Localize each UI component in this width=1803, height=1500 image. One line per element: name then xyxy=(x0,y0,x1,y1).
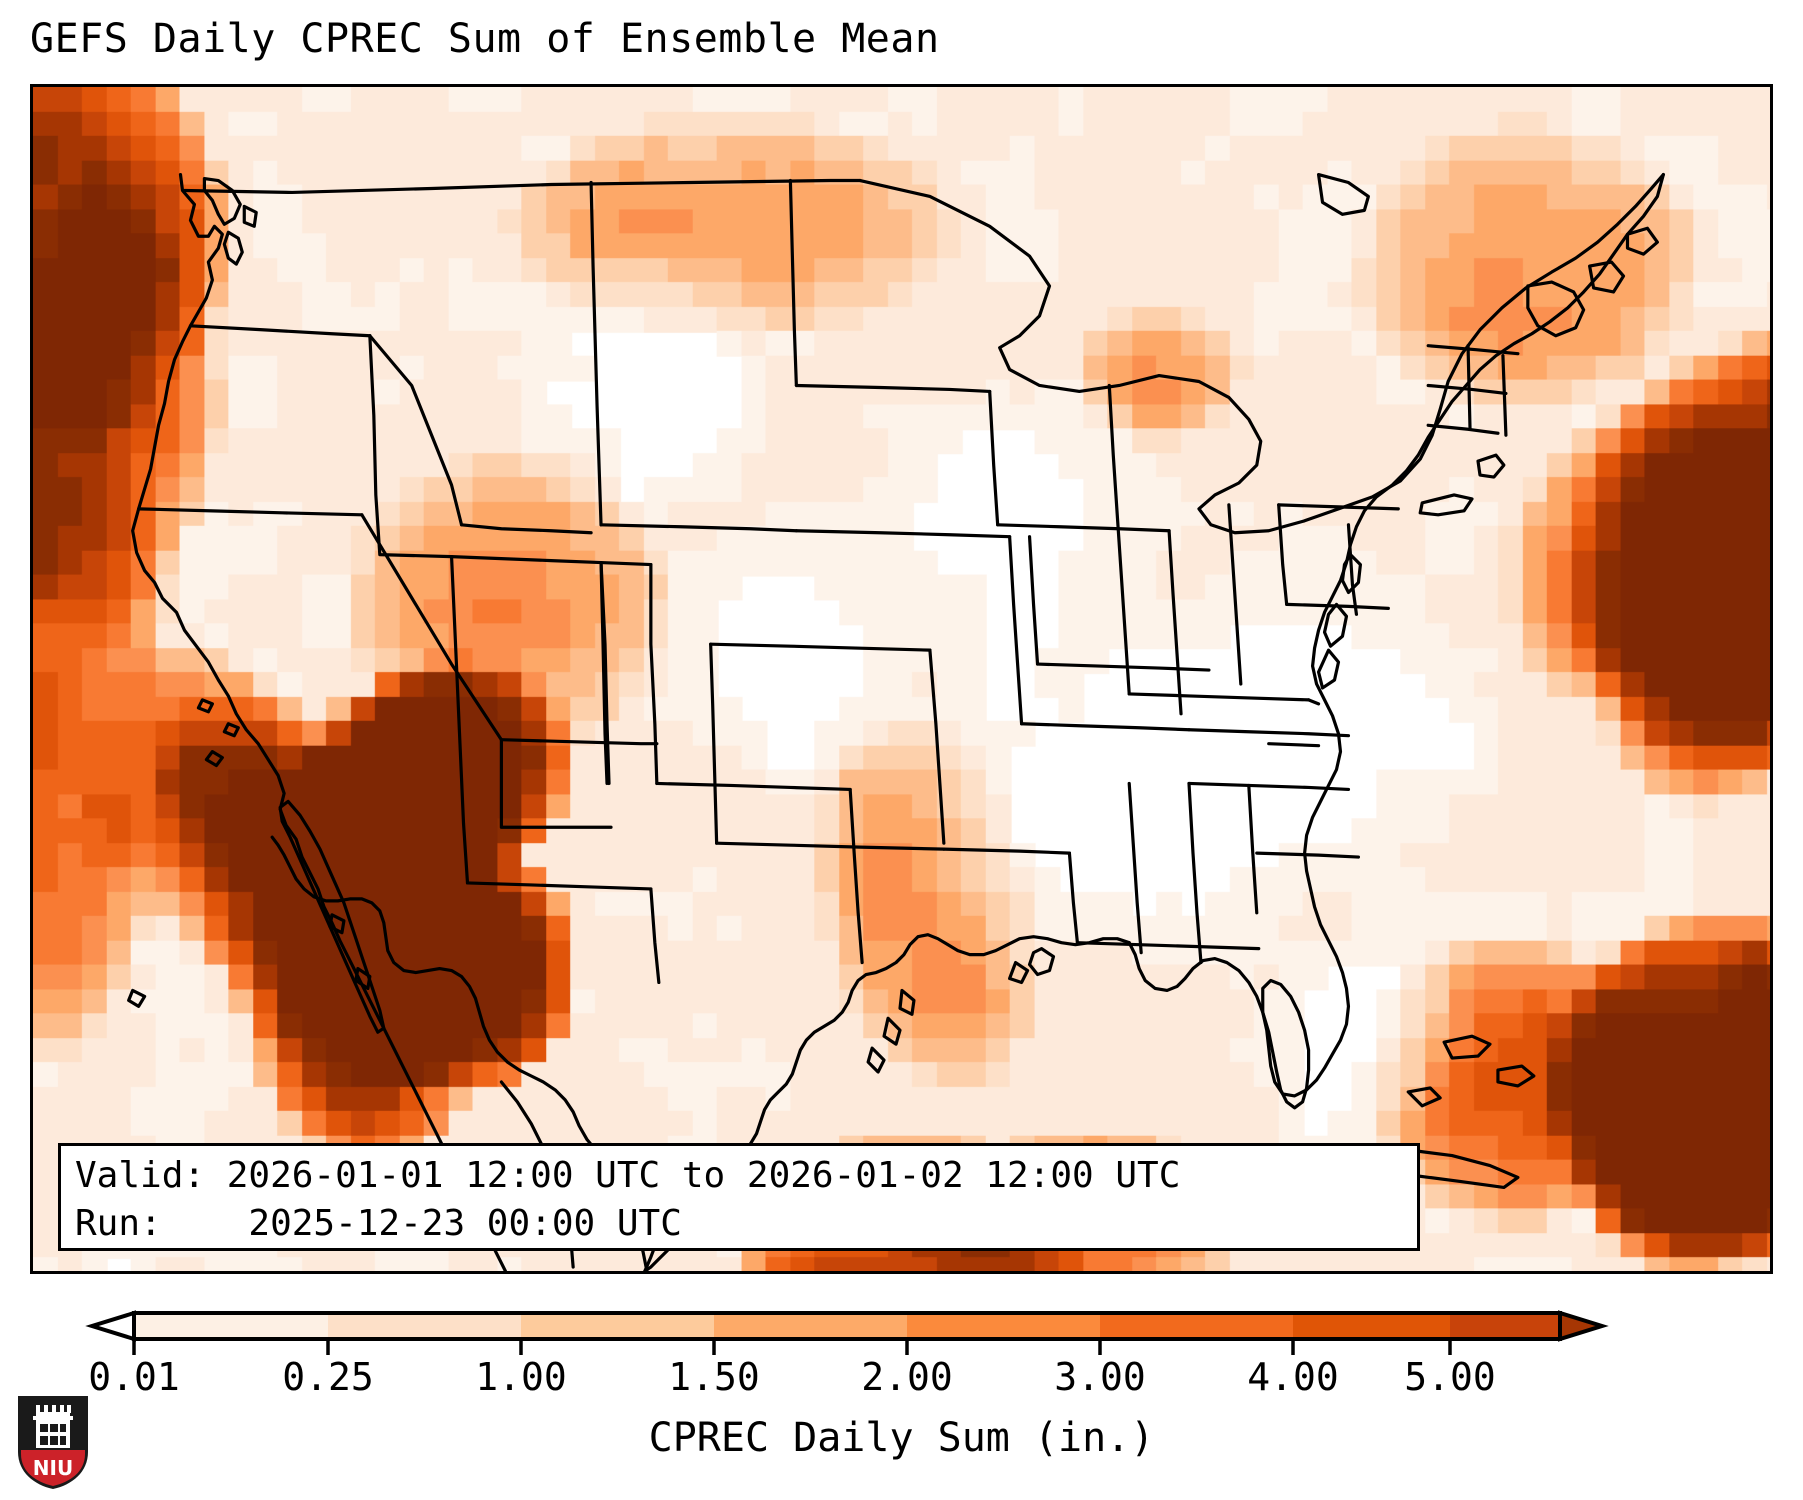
precipitation-heatmap xyxy=(33,87,1770,1271)
colorbar-graphic xyxy=(85,1310,1609,1355)
colorbar-tick-label: 4.00 xyxy=(1247,1355,1339,1399)
colorbar-over-arrow xyxy=(1558,1310,1609,1342)
niu-logo-text: NIU xyxy=(33,1456,73,1480)
colorbar-tick-label: 0.25 xyxy=(282,1355,374,1399)
colorbar-tick-label: 0.01 xyxy=(88,1355,180,1399)
colorbar-band xyxy=(714,1313,907,1339)
colorbar-axis-label: CPREC Daily Sum (in.) xyxy=(648,1415,1155,1461)
colorbar-tick-label: 2.00 xyxy=(861,1355,953,1399)
colorbar-band xyxy=(134,1313,328,1339)
colorbar[interactable] xyxy=(0,1297,1803,1357)
run-time-text: Run: 2025-12-23 00:00 UTC xyxy=(75,1203,682,1244)
niu-logo: NIU xyxy=(18,1396,88,1489)
valid-time-text: Valid: 2026-01-01 12:00 UTC to 2026-01-0… xyxy=(75,1155,1181,1196)
map-panel[interactable] xyxy=(30,84,1773,1274)
colorbar-tick-labels: 0.01 0.25 1.00 1.50 2.00 3.00 4.00 5.00 xyxy=(0,1355,1803,1411)
colorbar-tick-label: 1.50 xyxy=(668,1355,760,1399)
colorbar-outline xyxy=(132,1311,1562,1341)
colorbar-band xyxy=(521,1313,714,1339)
page-title: GEFS Daily CPREC Sum of Ensemble Mean xyxy=(30,16,940,62)
colorbar-band xyxy=(1450,1313,1560,1339)
colorbar-band xyxy=(1100,1313,1293,1339)
colorbar-tick-label: 5.00 xyxy=(1404,1355,1496,1399)
colorbar-band xyxy=(328,1313,521,1339)
valid-run-annotation: Valid: 2026-01-01 12:00 UTC to 2026-01-0… xyxy=(58,1143,1420,1251)
colorbar-band xyxy=(907,1313,1100,1339)
colorbar-tick-label: 1.00 xyxy=(475,1355,567,1399)
colorbar-tick-label: 3.00 xyxy=(1054,1355,1146,1399)
colorbar-under-arrow xyxy=(85,1310,136,1342)
colorbar-band xyxy=(1293,1313,1450,1339)
